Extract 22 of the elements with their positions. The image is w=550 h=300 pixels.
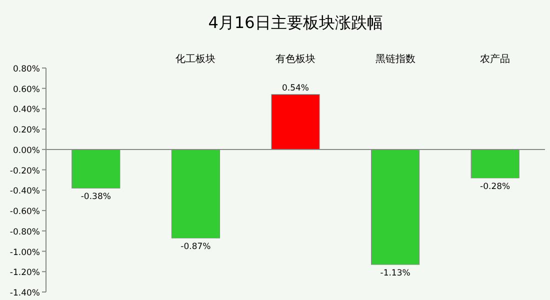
y-tick-label: -0.20% [10,166,40,176]
chart-title: 4月16日主要板块涨跌幅 [208,13,383,32]
y-tick-label: -0.80% [10,227,40,238]
y-tick-label: 0.80% [12,64,40,74]
data-label: -0.87% [180,242,211,252]
data-label: -0.28% [480,182,510,192]
y-tick-label: 0.40% [12,105,40,116]
x-tick-label: 黑链指数 [375,53,416,65]
y-tick-label: 0.60% [12,84,40,95]
y-tick-label: -1.20% [10,268,40,278]
y-tick-label: -1.00% [10,248,40,258]
y-tick-label: -0.40% [10,186,40,197]
y-tick-label: -1.40% [10,288,40,298]
y-tick-label: -0.60% [10,207,40,218]
data-label: 0.54% [282,83,310,94]
data-label: -1.13% [380,268,410,279]
y-tick-label: 0.00% [12,146,40,156]
x-tick-label: 化工板块 [176,53,216,65]
x-tick-label: 有色板块 [276,53,316,65]
y-tick-label: 0.20% [12,126,40,136]
x-tick-label: 农产品 [480,53,510,65]
data-label: -0.38% [80,192,111,202]
